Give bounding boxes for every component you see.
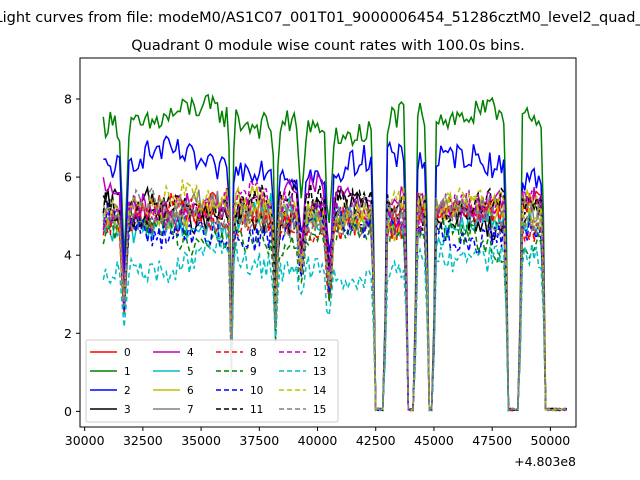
x-axis-offset-label: +4.803e8 [514,454,576,469]
y-tick-label: 6 [64,170,72,185]
legend-label-1: 1 [124,366,131,378]
x-tick-label: 35000 [181,433,221,448]
x-tick-label: 37500 [239,433,279,448]
legend-label-5: 5 [187,366,194,378]
legend-label-0: 0 [124,347,131,359]
legend-label-11: 11 [250,404,263,416]
chart-title: Quadrant 0 module wise count rates with … [131,38,525,54]
legend-label-9: 9 [250,366,257,378]
series-line-2 [103,135,567,412]
series-line-1 [102,93,568,412]
series-line-15 [102,185,568,412]
legend-label-3: 3 [124,404,131,416]
series-line-10 [102,202,567,412]
y-tick-label: 8 [64,92,72,107]
y-tick-label: 4 [64,248,72,263]
plot-area-frame [79,57,577,428]
y-axis: 0 2 4 6 8 [64,92,80,419]
x-tick-label: 47500 [472,433,512,448]
y-tick-label: 2 [64,326,72,341]
legend-label-14: 14 [313,385,327,397]
legend-label-10: 10 [250,385,263,397]
legend-label-12: 12 [313,347,326,359]
figure-suptitle: Plots for Light curves from file: modeM0… [0,10,640,26]
x-tick-label: 50000 [531,433,571,448]
x-tick-label: 32500 [123,433,163,448]
y-tick-label: 0 [64,404,72,419]
x-tick-label: 42500 [356,433,396,448]
legend-label-2: 2 [124,385,131,397]
x-tick-label: 40000 [298,433,338,448]
legend-box [85,339,339,423]
legend-label-8: 8 [250,347,257,359]
series-line-13 [102,237,568,412]
legend-label-4: 4 [187,347,194,359]
legend-label-13: 13 [313,366,326,378]
series-line-12 [102,178,568,412]
x-tick-label: 30000 [65,433,105,448]
legend-label-7: 7 [187,404,194,416]
series-layer [102,93,568,412]
x-axis: 30000 32500 35000 37500 40000 42500 45000 47500… [65,427,571,448]
legend-label-15: 15 [313,404,326,416]
x-tick-label: 45000 [414,433,454,448]
legend-label-6: 6 [187,385,194,397]
